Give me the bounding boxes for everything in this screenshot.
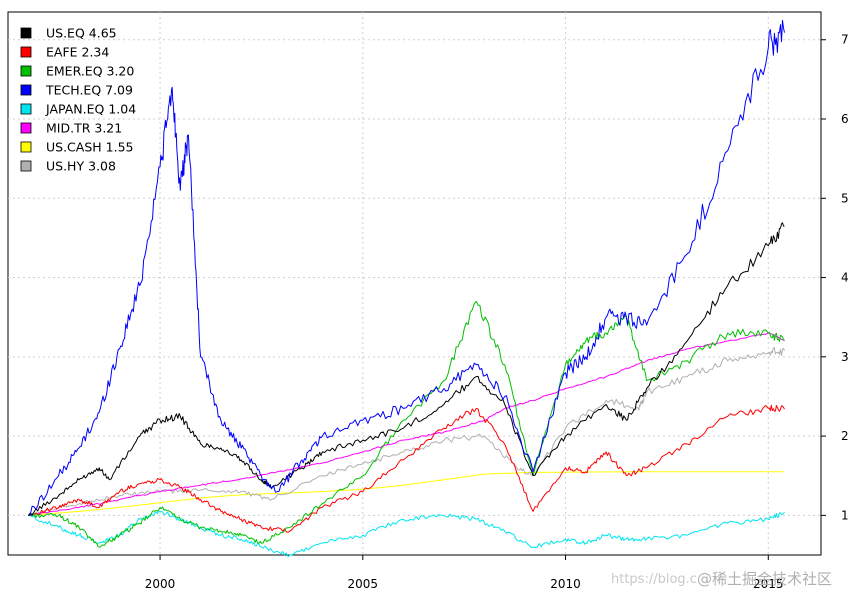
- y-tick-label: 6: [841, 112, 849, 126]
- series-line-us-eq: [27, 222, 785, 516]
- y-tick-label: 7: [841, 33, 849, 47]
- watermark-brand: @稀土掘金技术社区: [697, 570, 832, 588]
- y-tick-label: 5: [841, 191, 849, 205]
- series-line-us-cash: [28, 471, 785, 516]
- x-tick-label: 2000: [145, 577, 176, 591]
- legend-label: US.EQ 4.65: [46, 26, 117, 41]
- x-tick-label: 2015: [753, 577, 784, 591]
- legend-label: US.CASH 1.55: [46, 140, 133, 155]
- y-tick-label: 4: [841, 271, 849, 285]
- series-line-tech-eq: [28, 19, 785, 516]
- y-tick-label: 2: [841, 429, 849, 443]
- legend-swatch: [20, 84, 32, 96]
- legend-swatch: [20, 160, 32, 172]
- grid: [8, 12, 821, 555]
- legend: US.EQ 4.65 EAFE 2.34 EMER.EQ 3.20 TECH.EQ 7…: [20, 26, 136, 174]
- legend-swatch: [20, 103, 32, 115]
- legend-label: TECH.EQ 7.09: [45, 83, 133, 98]
- watermark: https://blog.c @稀土掘金技术社区: [611, 570, 832, 588]
- y-tick-label: 1: [841, 508, 849, 522]
- y-tick-label: 3: [841, 350, 849, 364]
- series-line-us-hy: [28, 347, 785, 516]
- legend-swatch: [20, 141, 32, 153]
- plot-frame: [7, 11, 822, 556]
- series-line-mid-tr: [28, 332, 785, 516]
- legend-swatch: [20, 122, 32, 134]
- legend-label: JAPAN.EQ 1.04: [45, 102, 136, 117]
- x-axis: 2000 2005 2010 2015: [145, 555, 784, 591]
- x-tick-label: 2005: [348, 577, 379, 591]
- series-line-japan-eq: [28, 510, 785, 558]
- series-line-emer-eq: [28, 300, 785, 548]
- legend-label: EAFE 2.34: [46, 45, 109, 60]
- legend-swatch: [20, 46, 32, 58]
- legend-label: US.HY 3.08: [46, 159, 116, 174]
- watermark-url: https://blog.c: [611, 572, 697, 587]
- legend-label: MID.TR 3.21: [46, 121, 122, 136]
- legend-swatch: [20, 27, 32, 39]
- x-tick-label: 2010: [550, 577, 581, 591]
- y-axis: 1 2 3 4 5 6 7: [821, 33, 849, 522]
- series-line-eafe: [28, 404, 785, 533]
- legend-swatch: [20, 65, 32, 77]
- series-layer: [27, 19, 785, 558]
- legend-label: EMER.EQ 3.20: [46, 64, 134, 79]
